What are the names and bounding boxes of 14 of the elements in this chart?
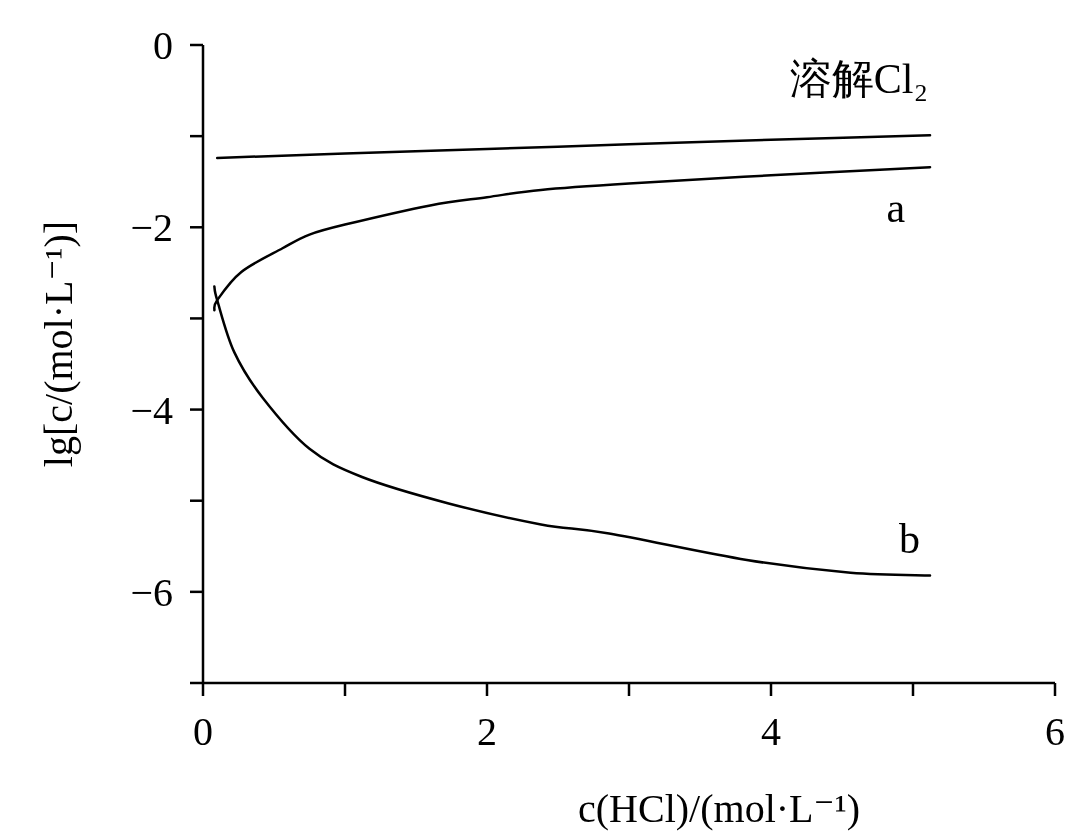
- x-tick-label: 2: [477, 709, 497, 754]
- series-label: 溶解Cl₂: [789, 56, 929, 103]
- x-tick-label: 4: [761, 709, 781, 754]
- y-tick-label: 0: [153, 23, 173, 68]
- y-axis-title: lg[c/(mol·L⁻¹)]: [36, 220, 81, 468]
- series-label: b: [899, 516, 921, 563]
- x-tick-label: 6: [1045, 709, 1065, 754]
- x-axis-title: c(HCl)/(mol·L⁻¹): [578, 786, 860, 831]
- series-label: a: [886, 185, 906, 232]
- y-tick-label: −2: [130, 205, 173, 251]
- y-tick-label: −4: [130, 387, 173, 433]
- y-tick-label: −6: [130, 569, 173, 615]
- line-series: [215, 133, 932, 160]
- x-tick-label: 0: [193, 709, 213, 754]
